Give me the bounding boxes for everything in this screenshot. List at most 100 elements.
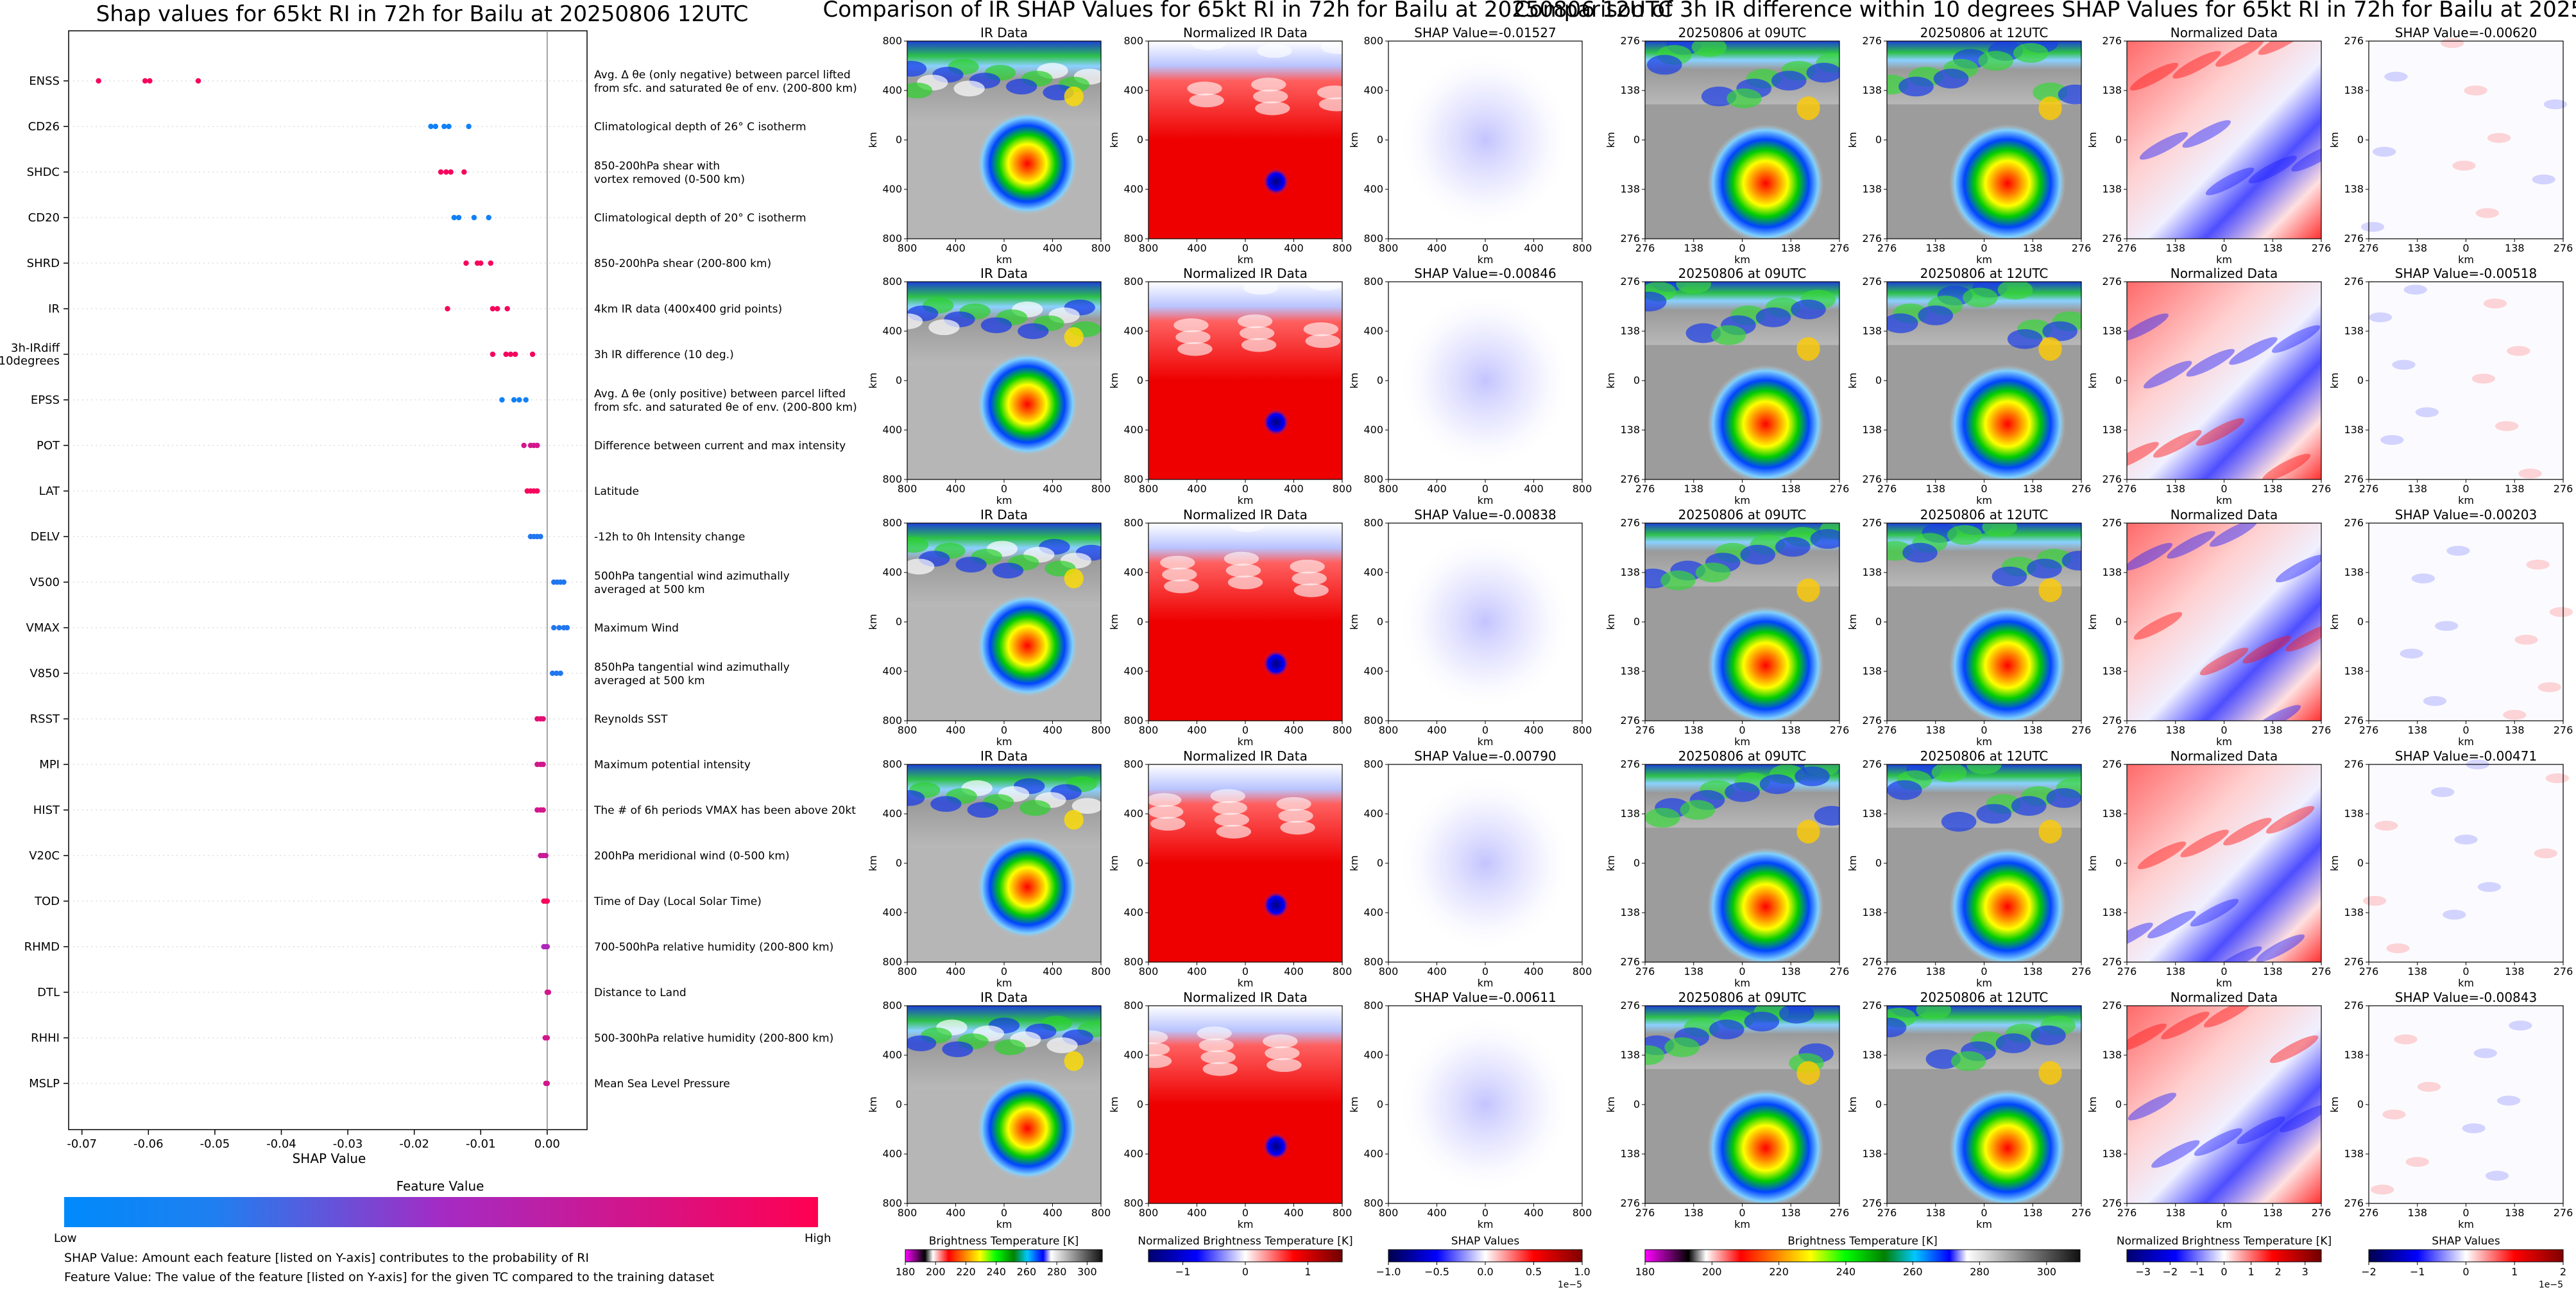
y-axis-label: km [2086,132,2099,148]
ir-zoom-image [1887,764,2081,962]
y-tick-label: 800 [1363,232,1383,245]
feature-label: IR [48,302,60,316]
y-tick-label: 800 [882,999,902,1012]
panel-title: IR Data [980,507,1028,522]
x-axis-label: km [1238,1218,1254,1230]
feature-description: 3h IR difference (10 deg.) [594,349,734,361]
y-tick-label: 0 [896,616,902,628]
x-tick-label: 800 [1333,242,1352,254]
y-tick-label: 138 [1620,906,1640,918]
x-tick-label: 138 [1684,483,1703,495]
shap-point [448,169,454,175]
y-tick-label: 138 [1862,665,1882,677]
shap-point [438,169,444,175]
y-axis-label: km [1348,1097,1360,1113]
colorbar: Normalized Brightness Temperature [K]−3−… [2117,1235,2332,1278]
x-tick-label: 400 [1524,1207,1544,1219]
colorbar-tick-label: 300 [1077,1266,1097,1278]
panel-ir-12utc: 20250806 at 12UTC27627613813800138138276… [1847,748,2091,989]
y-tick-label: 276 [1620,999,1640,1012]
y-tick-label: 276 [1620,232,1640,245]
colorbar-gradient [905,1249,1103,1262]
y-tick-label: 400 [1123,906,1143,918]
x-tick-label: 138 [1781,965,1801,978]
y-axis-label: km [2328,856,2341,872]
x-tick-label: 138 [2023,1207,2043,1219]
x-tick-label: 276 [2312,242,2332,254]
y-tick-label: 400 [1363,424,1383,436]
panel-title: IR Data [980,25,1028,40]
feature-value-colorbar [64,1197,818,1227]
panel-title: SHAP Value=-0.01527 [1414,25,1556,40]
colorbar-gradient [1148,1249,1343,1262]
x-axis-label: km [1734,254,1750,266]
x-axis-label: km [1238,736,1254,748]
y-tick-label: 138 [2102,807,2122,820]
y-tick-label: 138 [1862,325,1882,337]
shap-point [511,397,517,403]
feature-description: Mean Sea Level Pressure [594,1078,730,1090]
ir-satellite-image [907,764,1101,962]
y-tick-label: 276 [2102,714,2122,727]
x-tick-label: 800 [1379,1207,1399,1219]
shap-blob [2380,435,2404,445]
y-axis-label: km [2086,856,2099,872]
feature-description: The # of 6h periods VMAX has been above … [593,804,856,817]
colorbar-tick-label: −1.0 [1376,1266,1401,1278]
colorbar-tick-label: 180 [896,1266,916,1278]
feature-description: 500-300hPa relative humidity (200-800 km… [594,1032,833,1045]
y-tick-label: 400 [1123,1049,1143,1061]
colorbar-tick-label: 0 [2462,1266,2469,1278]
x-tick-label: 0 [1001,965,1007,978]
y-tick-label: 138 [1862,1049,1882,1061]
shap-point [540,807,546,813]
x-tick-label: 276 [1830,965,1850,978]
y-tick-label: 400 [1363,665,1383,677]
colorbar-row: Brightness Temperature [K]180 200 220 240 26… [896,1235,2566,1290]
x-tick-label: 400 [1284,1207,1304,1219]
x-tick-label: 800 [1091,724,1111,736]
normalized-diff-image [2127,282,2321,479]
shap-point [490,306,496,312]
y-tick-label: 276 [1620,1197,1640,1209]
irdiff-shap-panel-grid: 20250806 at 09UTC27627613813800138138276… [1605,25,2573,1230]
y-tick-label: 138 [1862,183,1882,195]
y-tick-label: 276 [1862,275,1882,288]
x-axis-label: km [1734,977,1750,989]
feature-description: Reynolds SST [594,713,668,726]
x-axis-label: km [2216,254,2232,266]
x-tick-label: 800 [1139,483,1159,495]
x-tick-label: 0 [1242,724,1249,736]
y-tick-label: 276 [2102,517,2122,529]
feature-label: V500 [30,576,60,589]
y-tick-label: 800 [882,232,902,245]
panel-title: SHAP Value=-0.00790 [1414,748,1556,764]
x-tick-label: 138 [1781,483,1801,495]
shap-point [538,533,543,540]
x-tick-label: 276 [1635,965,1655,978]
ir-zoom-image [1645,41,1839,239]
y-tick-label: 138 [2344,84,2364,96]
x-tick-label: 138 [2407,1207,2427,1219]
y-tick-label: 400 [1123,325,1143,337]
shap-point [556,624,562,631]
shap-point [540,716,546,722]
y-tick-label: 138 [2344,1148,2364,1160]
y-axis-label: km [2328,373,2341,389]
y-axis-label: km [2086,373,2099,389]
x-tick-label: 138 [1684,1207,1703,1219]
y-tick-label: 400 [1123,566,1143,578]
shap-blob [2518,469,2542,479]
ir-zoom-image [1887,523,2081,721]
x-tick-label: 0 [1482,724,1488,736]
x-tick-label: 0 [1242,242,1249,254]
x-tick-label: 138 [2505,965,2525,978]
shap-point [512,351,518,357]
x-axis-label: km [996,736,1012,748]
x-tick-label: 276 [1635,1207,1655,1219]
shap-point [142,78,148,84]
shap-summary-title: Shap values for 65kt RI in 72h for Bailu… [96,1,749,27]
y-tick-label: 400 [1123,424,1143,436]
shap-point [534,442,540,449]
y-tick-label: 0 [896,134,902,146]
